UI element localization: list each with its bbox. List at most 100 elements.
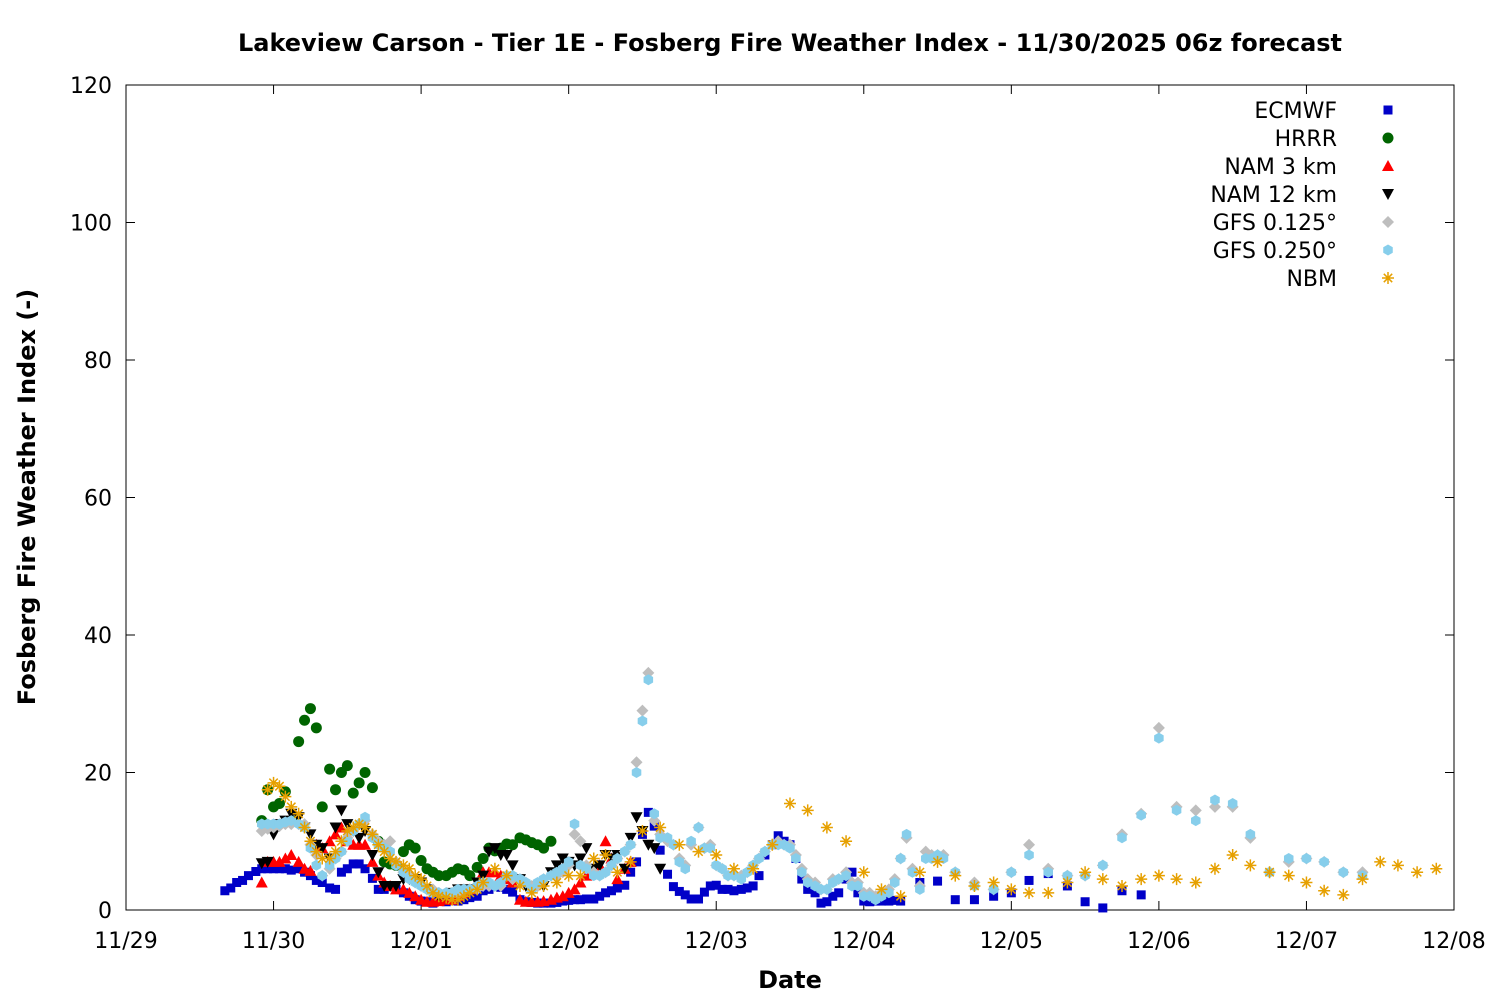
data-point xyxy=(1245,828,1256,840)
series-5 xyxy=(256,674,1368,906)
y-tick-label: 100 xyxy=(70,212,112,237)
data-point xyxy=(589,894,599,904)
data-point xyxy=(310,722,322,734)
data-point xyxy=(654,863,667,875)
data-point xyxy=(1356,873,1369,886)
data-point xyxy=(463,886,476,899)
data-point xyxy=(816,898,826,908)
data-point xyxy=(619,846,630,858)
data-point xyxy=(432,890,445,903)
data-point xyxy=(273,780,286,793)
y-tick-label: 60 xyxy=(84,487,112,512)
data-point xyxy=(477,876,490,889)
data-point xyxy=(285,849,298,860)
data-point xyxy=(397,883,410,895)
data-point xyxy=(655,845,665,855)
series-6 xyxy=(261,776,1443,906)
data-point xyxy=(890,895,900,905)
data-point xyxy=(226,883,236,893)
data-point xyxy=(293,736,305,748)
data-point xyxy=(304,703,316,715)
data-point xyxy=(500,850,513,861)
data-point xyxy=(820,821,833,834)
data-point xyxy=(803,884,813,894)
data-point xyxy=(931,855,944,868)
data-point xyxy=(1096,873,1109,886)
data-point xyxy=(612,852,623,864)
data-point xyxy=(286,865,296,875)
data-point xyxy=(574,869,587,882)
data-point xyxy=(507,839,519,851)
data-point xyxy=(1006,866,1017,878)
x-tick-label: 11/30 xyxy=(242,929,305,954)
data-point xyxy=(279,852,292,864)
data-point xyxy=(699,887,709,897)
data-point xyxy=(674,886,684,896)
data-point xyxy=(1062,870,1073,882)
data-point xyxy=(348,859,358,869)
data-point xyxy=(1282,869,1295,882)
data-point xyxy=(1411,866,1424,879)
data-point xyxy=(894,890,907,903)
data-point xyxy=(574,835,587,848)
data-point xyxy=(612,883,622,893)
data-point xyxy=(680,863,690,875)
data-point xyxy=(1318,884,1331,897)
data-point xyxy=(341,819,354,831)
data-point xyxy=(329,822,342,834)
legend-marker xyxy=(1383,105,1393,115)
legend-marker xyxy=(1382,216,1394,228)
data-point xyxy=(335,821,348,833)
legend-label: NBM xyxy=(1286,267,1337,292)
x-tick-label: 11/29 xyxy=(94,929,157,954)
data-point xyxy=(711,880,721,890)
data-point xyxy=(488,862,501,875)
data-point xyxy=(1208,862,1221,875)
data-point xyxy=(564,895,574,905)
data-point xyxy=(311,875,321,885)
y-axis: 0 20 40 60 80 100 120 xyxy=(70,74,1454,924)
data-point xyxy=(525,886,538,899)
data-point xyxy=(581,894,591,904)
data-point xyxy=(1263,866,1276,879)
data-point xyxy=(663,869,673,879)
data-point xyxy=(329,845,342,858)
data-point xyxy=(263,864,273,874)
data-point xyxy=(409,890,422,902)
data-point xyxy=(606,886,616,896)
data-point xyxy=(477,852,489,864)
x-tick-label: 12/01 xyxy=(389,929,452,954)
data-point xyxy=(987,876,1000,889)
data-point xyxy=(299,714,311,726)
data-point xyxy=(366,850,379,861)
data-point xyxy=(1079,866,1092,879)
data-point xyxy=(717,863,727,875)
data-point xyxy=(359,767,371,778)
data-point xyxy=(601,888,611,898)
data-point xyxy=(304,829,317,841)
data-point xyxy=(556,853,569,865)
data-point xyxy=(599,835,612,847)
data-point xyxy=(933,876,943,886)
data-point xyxy=(232,878,242,887)
data-point xyxy=(562,869,575,882)
data-point xyxy=(1098,903,1108,913)
data-point xyxy=(336,867,346,877)
data-point xyxy=(853,880,863,892)
data-point xyxy=(341,824,354,837)
data-point xyxy=(316,852,329,865)
data-point xyxy=(292,855,305,867)
data-point xyxy=(286,815,297,827)
data-point xyxy=(710,849,723,861)
data-point xyxy=(662,832,673,844)
data-point xyxy=(537,879,550,892)
data-point xyxy=(1152,869,1165,882)
data-point xyxy=(1319,856,1329,868)
data-point xyxy=(294,864,304,874)
data-point xyxy=(593,860,606,872)
data-point xyxy=(574,853,587,865)
data-point xyxy=(1391,859,1404,872)
data-point xyxy=(754,852,764,864)
data-point xyxy=(409,842,421,854)
